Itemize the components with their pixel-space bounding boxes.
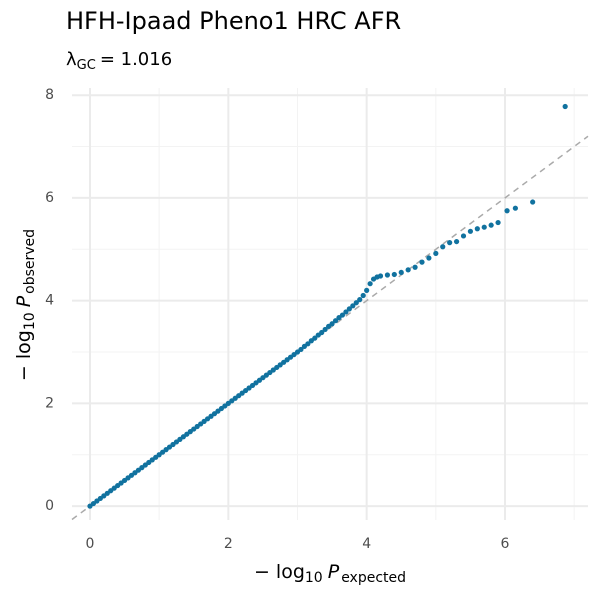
chart-title: HFH-Ipaad Pheno1 HRC AFR: [66, 7, 401, 35]
point: [453, 238, 460, 245]
y-tick-label: 8: [45, 87, 54, 103]
point: [322, 326, 328, 333]
y-label-prefix: − log: [13, 330, 35, 381]
x-label-subscript: 10: [305, 570, 323, 586]
point: [562, 103, 568, 110]
point: [440, 244, 446, 250]
y-tick-label: 2: [45, 395, 54, 411]
subtitle-symbol: λ: [66, 49, 77, 70]
point: [398, 269, 404, 276]
point: [384, 272, 391, 278]
point: [426, 255, 432, 261]
y-label-variable-subscript: observed: [22, 229, 38, 294]
plot-area: 0 2 4 6 0 2 4 6 8: [45, 87, 589, 552]
point: [329, 321, 335, 327]
point: [367, 281, 373, 287]
y-tick-label: 0: [45, 498, 54, 514]
point: [474, 226, 480, 232]
point: [312, 335, 318, 341]
point: [339, 312, 346, 318]
point: [391, 271, 397, 278]
point: [353, 300, 359, 306]
point: [332, 318, 339, 324]
chart-subtitle: λGC = 1.016: [66, 49, 172, 73]
point: [419, 259, 425, 265]
point: [530, 199, 536, 205]
y-axis-label: − log10 Pobserved: [13, 229, 39, 381]
point: [447, 240, 453, 246]
point: [346, 306, 352, 312]
point: [405, 267, 411, 273]
point: [357, 297, 363, 303]
point: [305, 341, 311, 347]
subtitle-text: = 1.016: [100, 49, 172, 70]
y-label-subscript: 10: [22, 312, 38, 330]
point: [377, 273, 384, 279]
point: [460, 233, 467, 239]
point: [319, 329, 325, 336]
x-tick-label: 0: [86, 536, 95, 552]
point: [495, 219, 501, 226]
point: [350, 303, 356, 309]
x-label-variable: P: [328, 561, 340, 583]
point: [512, 205, 518, 211]
x-label-prefix: − log: [254, 561, 305, 583]
point: [298, 346, 304, 353]
point: [343, 309, 349, 315]
x-label-variable-subscript: expected: [341, 570, 406, 586]
point: [433, 250, 439, 257]
point: [364, 287, 370, 293]
subtitle-subscript: GC: [77, 58, 96, 73]
point: [467, 228, 474, 234]
point: [412, 264, 418, 270]
y-tick-label: 4: [45, 293, 54, 309]
point: [481, 224, 487, 230]
x-tick-label: 6: [501, 536, 510, 552]
y-label-variable: P: [13, 295, 35, 307]
x-tick-label: 2: [224, 536, 233, 552]
point: [504, 208, 510, 214]
y-tick-label: 6: [45, 190, 54, 206]
point: [488, 222, 494, 228]
point: [360, 292, 366, 299]
x-tick-label: 4: [362, 536, 371, 552]
